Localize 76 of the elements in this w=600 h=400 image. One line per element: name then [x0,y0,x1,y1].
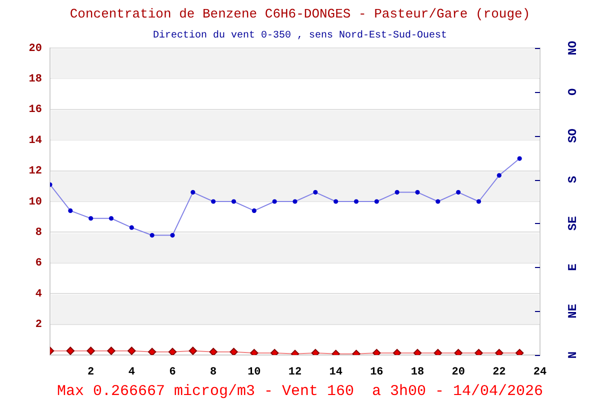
point [394,190,400,195]
point [148,348,156,355]
x-tick-label: 10 [248,366,261,378]
point [517,156,522,161]
chart-subtitle: Direction du vent 0-350 , sens Nord-Est-Sud-Ouest [152,30,448,42]
point [231,199,236,204]
point [496,173,502,178]
point [313,190,318,195]
x-tick-label: 14 [329,366,343,378]
point [434,348,442,355]
x-tick-label: 12 [288,366,302,378]
point [272,199,277,204]
x-tick-label: 4 [128,366,136,378]
category-label: S [566,176,580,184]
point [392,348,402,355]
y-tick-label: 6 [35,258,42,270]
point [129,225,134,230]
category-label: N [566,351,580,359]
point [107,346,116,355]
point [454,348,462,355]
point [334,199,338,204]
chart-title: Concentration de Benzene C6H6-DONGES - Pasteur/Gare (rouge) [70,6,530,22]
category-label: NO [566,40,580,56]
y-tick-label: 2 [35,319,42,332]
category-label: SE [566,216,580,231]
y-tick-label: 12 [28,166,42,178]
point [270,348,279,355]
point [190,190,196,195]
x-tick-label: 2 [88,366,94,378]
y-tick-label: 20 [28,42,42,55]
point [128,346,136,355]
y-tick-label: 14 [28,134,42,147]
point [188,346,198,355]
point [476,199,482,204]
y-tick-label: 10 [28,196,42,208]
x-tick-label: 8 [210,366,218,378]
point [456,190,461,195]
point [66,346,75,355]
y-tick-label: 18 [28,73,42,86]
point [68,208,73,214]
point [374,199,379,204]
point [252,208,256,214]
point [372,348,381,355]
category-label: NE [566,304,580,318]
point [211,199,216,204]
x-tick-label: 18 [410,366,424,378]
point [230,348,238,355]
point [150,232,154,238]
point [209,348,218,355]
category-label: SO [566,128,580,143]
point [515,348,524,355]
point [436,199,440,204]
category-label: E [566,264,580,271]
x-tick-label: 22 [492,366,506,378]
category-label: O [566,88,580,96]
point [495,348,504,355]
point [413,348,422,355]
point [292,199,298,204]
point [415,190,420,195]
point [168,348,177,355]
x-tick-label: 20 [452,366,465,378]
point [88,216,94,221]
point [86,346,95,355]
point [170,232,175,238]
y-tick-label: 4 [35,288,42,300]
point [108,216,114,221]
point [354,199,359,204]
x-tick-label: 16 [370,366,384,378]
y-tick-label: 8 [35,226,42,239]
x-tick-label: 6 [169,366,176,378]
point [250,348,258,355]
x-tick-label: 24 [533,366,547,378]
point [474,348,483,355]
y-tick-label: 16 [28,104,42,116]
text: Max 0.266667 microg/m3 - Vent 160 a 3h00 - 14/04/2026 [56,382,544,400]
point [311,348,320,355]
